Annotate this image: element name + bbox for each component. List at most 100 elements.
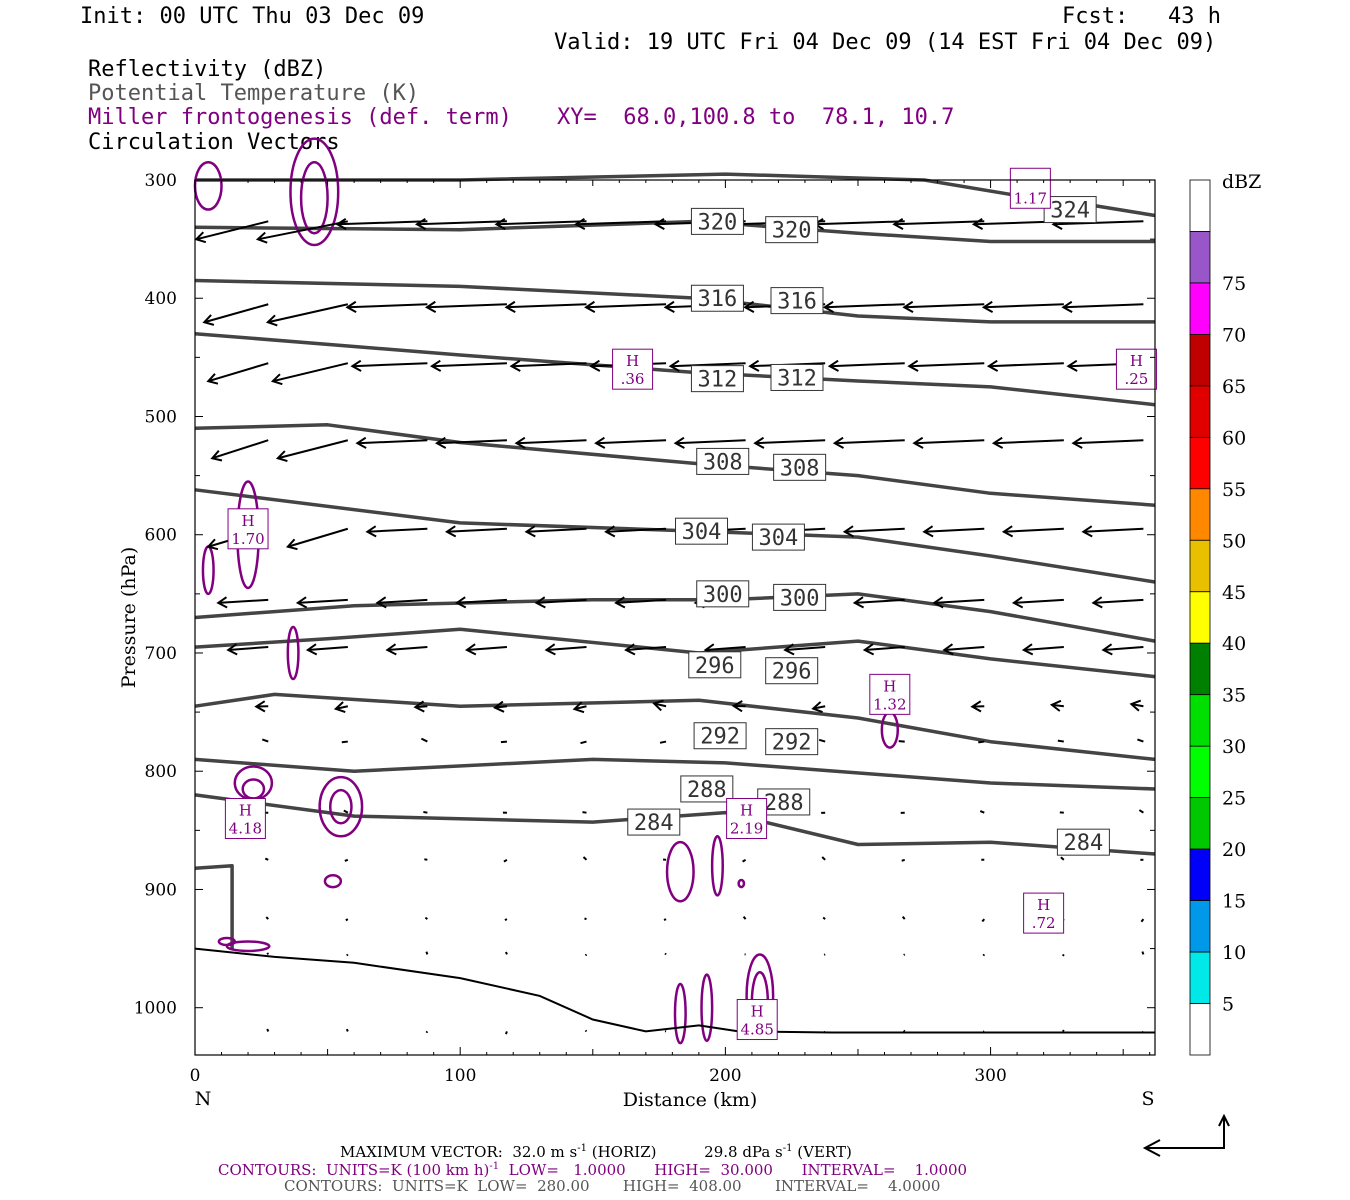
y-tick-label: 700 [145,644,177,664]
theta-label: 324 [1050,199,1090,224]
circulation-vector [352,363,427,366]
circulation-vector [822,857,825,860]
circulation-vector [267,953,268,955]
circulation-vector [447,529,507,532]
theta-label: 316 [698,287,738,312]
x-tick-label: 300 [974,1066,1006,1086]
colorbar-segment [1190,1004,1210,1055]
circulation-vector [504,860,507,862]
circulation-vector [819,740,825,742]
circulation-vector [904,304,984,307]
colorbar-segment [1190,437,1210,488]
circulation-vector [983,954,984,955]
frontogenesis-label-value: 1.70 [231,530,264,548]
colorbar-segment [1190,592,1210,643]
circulation-vector [845,529,905,532]
frontogenesis-high-mark: H [241,512,254,530]
reference-vector-lines [1145,1118,1224,1148]
colorbar-segment [1190,746,1210,797]
circulation-vector [308,647,348,650]
frontogenesis-contour [675,984,686,1043]
circulation-vector [755,440,825,443]
circulation-vector [1063,304,1143,307]
frontogenesis-label-value: 4.18 [229,820,262,838]
circulation-vector [421,739,427,742]
circulation-vector [944,647,984,650]
circulation-vector [426,952,427,955]
circulation-vector [266,917,268,919]
circulation-vector [506,304,586,307]
theta-label: 304 [759,526,799,551]
y-tick-label: 900 [145,880,177,900]
circulation-vector [347,1029,348,1031]
frontogenesis-contour [320,777,362,836]
circulation-vector [865,647,905,650]
x-axis-label: Distance (km) [623,1089,758,1111]
theta-label: 308 [703,450,743,475]
circulation-vector [1141,919,1143,922]
circulation-vector [506,952,507,954]
theta-label: 300 [780,586,820,611]
circulation-vector [265,859,268,860]
circulation-vector [585,954,586,955]
theta-label: 320 [772,219,812,244]
theta-label: 308 [780,456,820,481]
circulation-vector [505,919,507,920]
frontogenesis-contour [325,875,341,887]
frontogenesis-label-value: 2.19 [730,820,763,838]
frontogenesis-high-mark: H [883,677,896,695]
theta-label: 292 [772,731,812,756]
circulation-vector [288,529,348,547]
y-tick-label: 800 [145,762,177,782]
circulation-vector [1063,1030,1064,1031]
frontogenesis-contour [195,162,222,209]
circulation-vector [924,529,984,532]
frontogenesis-contour [235,766,272,799]
circulation-vector [580,742,586,744]
reference-vector-icon [1145,1116,1229,1156]
circulation-vector [584,919,586,920]
colorbar-segment [1190,849,1210,900]
colorbar-level-label: 55 [1222,479,1246,501]
colorbar-level-label: 50 [1222,530,1246,552]
circulation-vector [583,857,586,860]
colorbar-segment [1190,489,1210,540]
frontogenesis-label-value: 1.32 [873,695,906,713]
circulation-vector [934,600,984,603]
circulation-vector [1024,647,1064,650]
theta-label: 304 [682,520,722,545]
circulation-vector [516,440,586,443]
frontogenesis-label-value: .25 [1125,370,1149,388]
circulation-vector [596,440,666,443]
circulation-vector [585,1030,586,1031]
circulation-vector [894,221,984,224]
frontogenesis-contour [301,162,328,233]
circulation-vector [278,440,348,458]
circulation-vector [425,918,427,919]
colorbar-unit: dBZ [1222,171,1261,193]
colorbar-segment [1190,901,1210,952]
frontogenesis-high-mark: H [239,802,252,820]
colorbar-segment [1190,386,1210,437]
theta-line-288 [195,759,1155,789]
y-tick-label: 500 [145,407,177,427]
circulation-vector [1014,600,1064,603]
colorbar-level-label: 10 [1222,942,1246,964]
frontogenesis-label-value: .72 [1032,914,1056,932]
circulation-vector [582,812,586,813]
circulation-vector [835,440,905,443]
frontogenesis-contour [288,627,299,679]
frontogenesis-high-mark: H [626,352,639,370]
circulation-vector [357,440,427,443]
y-tick-label: 1000 [134,999,177,1019]
circulation-vector [1139,810,1143,813]
colorbar-level-label: 5 [1222,994,1234,1016]
circulation-vector [218,600,268,603]
theta-label: 312 [698,368,738,393]
circulation-vector [546,647,586,650]
colorbar-segment [1190,231,1210,282]
colorbar-segment [1190,283,1210,334]
circulation-vector [1073,440,1143,443]
frontogenesis-label-value: 4.85 [741,1021,774,1039]
plot-frame [195,180,1155,1055]
